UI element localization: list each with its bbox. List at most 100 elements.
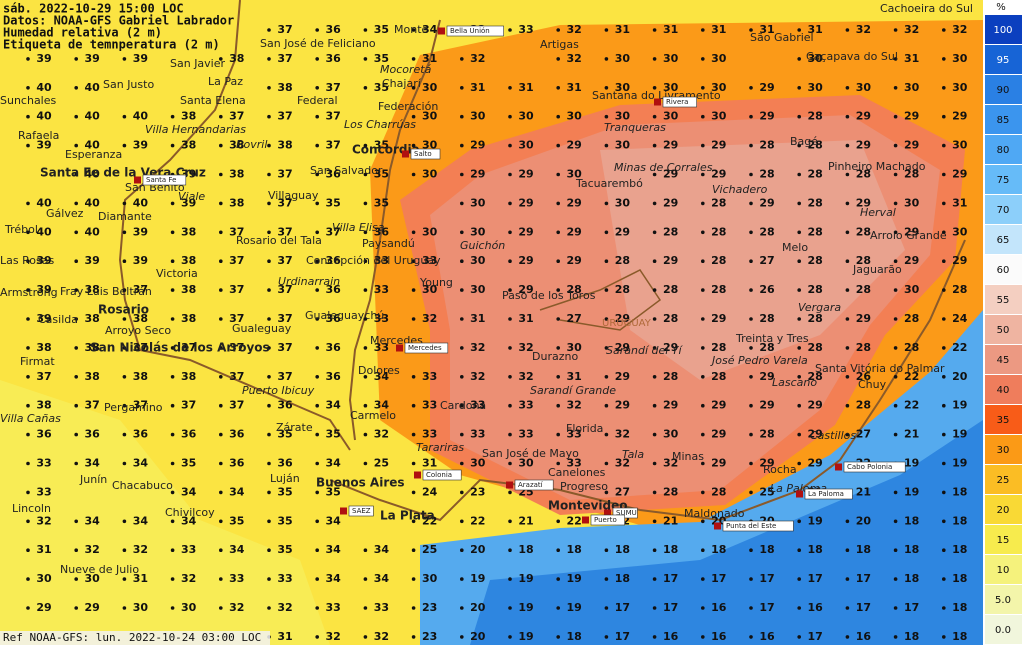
place-label: San José de Feliciano xyxy=(260,37,376,50)
grid-value: 36 xyxy=(326,23,342,36)
grid-dot xyxy=(797,114,801,119)
grid-dot xyxy=(652,317,657,321)
grid-dot xyxy=(508,28,512,32)
grid-value: 28 xyxy=(808,370,823,383)
grid-dot xyxy=(315,432,320,437)
grid-dot xyxy=(508,114,512,119)
grid-dot xyxy=(122,230,127,235)
grid-value: 21 xyxy=(904,428,919,441)
place-label: Rocha xyxy=(763,463,797,476)
legend-swatch xyxy=(985,495,1022,524)
grid-value: 18 xyxy=(518,543,533,556)
grid-dot xyxy=(363,259,368,264)
grid-dot xyxy=(604,57,609,61)
grid-dot xyxy=(315,201,320,206)
grid-value: 31 xyxy=(567,81,582,94)
grid-value: 29 xyxy=(952,168,967,181)
grid-dot xyxy=(219,259,223,264)
grid-value: 17 xyxy=(759,601,774,614)
grid-dot xyxy=(893,432,898,437)
grid-value: 18 xyxy=(952,514,967,527)
grid-dot xyxy=(315,375,320,379)
grid-dot xyxy=(701,432,705,437)
grid-dot xyxy=(267,519,271,524)
grid-value: 28 xyxy=(711,254,726,267)
grid-value: 39 xyxy=(133,225,148,238)
grid-dot xyxy=(893,57,898,61)
place-label: Maldonado xyxy=(684,507,745,520)
grid-dot xyxy=(460,259,464,264)
grid-value: 37 xyxy=(85,399,100,412)
grid-value: 37 xyxy=(326,225,341,238)
grid-value: 21 xyxy=(663,514,678,527)
legend-label: 85 xyxy=(997,115,1010,126)
grid-value: 19 xyxy=(518,601,533,614)
grid-value: 29 xyxy=(711,139,726,152)
place-label: Concordia xyxy=(352,143,420,157)
grid-value: 33 xyxy=(422,254,437,267)
grid-dot xyxy=(219,57,223,61)
grid-dot xyxy=(845,143,850,148)
place-label: Santa Elena xyxy=(180,94,246,107)
grid-dot xyxy=(701,375,705,379)
grid-dot xyxy=(508,201,512,206)
grid-dot xyxy=(267,606,271,610)
grid-value: 29 xyxy=(856,110,871,123)
grid-value: 29 xyxy=(518,225,533,238)
grid-dot xyxy=(508,375,512,379)
grid-value: 30 xyxy=(422,81,438,94)
grid-value: 37 xyxy=(277,110,292,123)
grid-value: 37 xyxy=(277,370,292,383)
grid-value: 18 xyxy=(952,485,967,498)
legend-swatch xyxy=(985,165,1022,194)
grid-value: 30 xyxy=(711,52,727,65)
legend-label: 75 xyxy=(997,175,1010,186)
place-label: Sarandí Grande xyxy=(530,384,616,397)
grid-dot xyxy=(219,317,223,321)
grid-value: 38 xyxy=(229,139,244,152)
place-label: San José de Mayo xyxy=(482,447,579,460)
grid-dot xyxy=(363,375,368,379)
grid-value: 28 xyxy=(904,341,919,354)
grid-value: 34 xyxy=(326,399,342,412)
grid-dot xyxy=(701,548,705,552)
place-label: Buenos Aires xyxy=(316,476,405,490)
place-label: Chajarí xyxy=(382,77,422,90)
place-label: Armstrong xyxy=(0,286,58,299)
grid-value: 39 xyxy=(133,52,148,65)
grid-value: 29 xyxy=(808,399,823,412)
grid-value: 30 xyxy=(422,283,438,296)
grid-dot xyxy=(508,403,512,408)
grid-dot xyxy=(315,288,320,292)
grid-value: 37 xyxy=(326,110,341,123)
grid-dot xyxy=(460,201,464,206)
grid-dot xyxy=(652,403,657,408)
grid-dot xyxy=(797,86,801,90)
grid-value: 36 xyxy=(326,168,342,181)
grid-value: 34 xyxy=(374,399,390,412)
grid-dot xyxy=(652,114,657,119)
grid-value: 29 xyxy=(663,196,678,209)
place-label: Herval xyxy=(860,206,896,219)
station-marker xyxy=(438,27,445,35)
legend-label: 30 xyxy=(997,445,1010,456)
grid-value: 35 xyxy=(374,168,389,181)
grid-value: 30 xyxy=(85,572,101,585)
grid-value: 37 xyxy=(229,110,244,123)
grid-value: 35 xyxy=(374,23,389,36)
grid-value: 33 xyxy=(229,572,244,585)
grid-dot xyxy=(893,317,898,321)
grid-value: 37 xyxy=(229,341,244,354)
grid-value: 29 xyxy=(518,283,533,296)
grid-value: 40 xyxy=(85,81,101,94)
grid-value: 38 xyxy=(229,52,244,65)
grid-value: 34 xyxy=(326,572,342,585)
grid-dot xyxy=(411,172,416,177)
grid-dot xyxy=(701,490,705,495)
grid-value: 32 xyxy=(518,341,533,354)
grid-value: 28 xyxy=(711,196,726,209)
grid-dot xyxy=(267,28,271,32)
grid-value: 36 xyxy=(326,341,342,354)
place-label: Villa Elisa xyxy=(332,221,385,234)
grid-dot xyxy=(363,606,368,610)
